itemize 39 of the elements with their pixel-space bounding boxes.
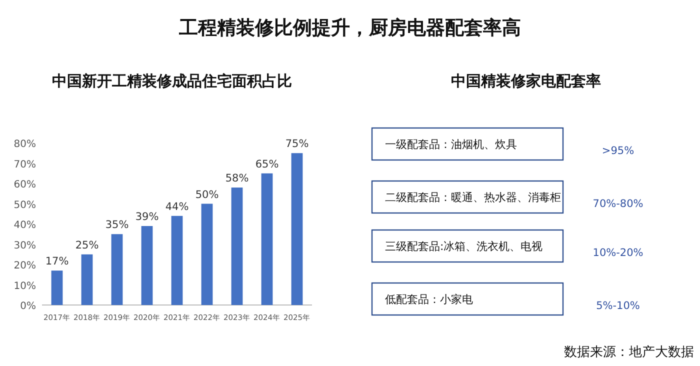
text: 三级配套品:冰箱、洗衣机、电视 (385, 240, 543, 253)
data-label: 75% (285, 138, 309, 150)
source-note: 数据来源：地产大数据 (564, 345, 694, 360)
data-label: 39% (135, 211, 159, 224)
data-label: 65% (255, 158, 279, 170)
y-tick-label: 80% (14, 139, 36, 150)
data-label: 50% (195, 188, 219, 201)
bar (171, 216, 183, 305)
text: 10%-20% (592, 247, 644, 259)
data-label: 25% (75, 239, 99, 252)
chart-subtitle: 中国新开工精装修成品住宅面积占比 (52, 72, 292, 90)
data-label: 58% (225, 172, 249, 185)
bar (201, 204, 213, 305)
y-tick-label: 40% (14, 220, 36, 231)
bar (111, 234, 123, 305)
bar (231, 188, 243, 305)
y-tick-label: 20% (14, 260, 36, 272)
y-tick-label: 60% (14, 180, 36, 190)
data-label: 17% (45, 256, 69, 268)
text: >95% (602, 145, 634, 157)
y-tick-label: 10% (14, 280, 36, 292)
text: 5%-10% (596, 300, 640, 312)
text: 中国精装修家电配套率 (451, 72, 601, 90)
bar (141, 226, 153, 305)
bar (81, 254, 93, 305)
data-label: 44% (165, 200, 189, 213)
bar (261, 173, 273, 305)
bar (291, 153, 303, 305)
y-tick-label: 0% (20, 301, 36, 312)
y-tick-label: 70% (14, 159, 36, 170)
y-tick-label: 50% (14, 200, 36, 211)
bar (51, 270, 63, 305)
data-label: 35% (105, 219, 129, 232)
y-tick-label: 30% (14, 240, 36, 252)
text: 工程精装修比例提升，厨房电器配套率高 (178, 17, 521, 39)
text: 70%-80% (592, 198, 644, 210)
text: 一级配套品：油烟机、炊具 (385, 138, 517, 151)
text: 低配套品：小家电 (385, 293, 473, 306)
text: 二级配套品：暖通、热水器、消毒柜 (385, 191, 561, 204)
